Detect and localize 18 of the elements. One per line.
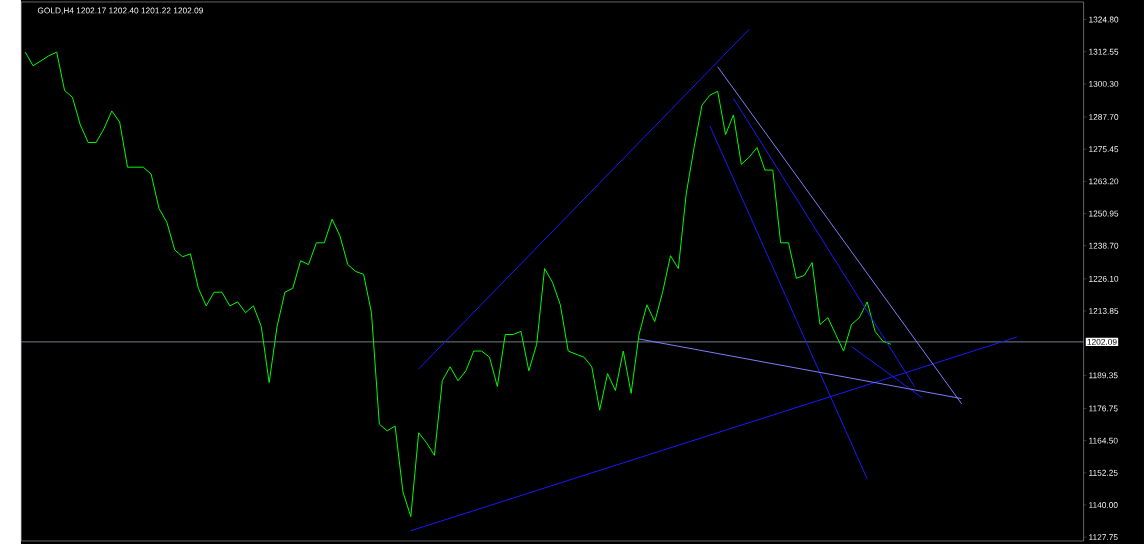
y-tick-label: 1176.75 [1089, 405, 1118, 412]
y-tick-label: 1238.70 [1089, 242, 1119, 249]
y-tick-label: 1164.50 [1089, 437, 1118, 444]
y-tick-label: 1213.85 [1089, 308, 1119, 314]
ref-line-label: 1202.09 [1087, 338, 1117, 345]
y-tick-label: 1226.10 [1089, 275, 1119, 282]
y-tick-label: 1263.20 [1089, 178, 1119, 185]
y-tick-label: 1287.70 [1089, 114, 1119, 120]
y-tick-label: 1152.25 [1089, 469, 1118, 476]
y-tick-label: 1275.45 [1089, 146, 1119, 153]
y-tick-label: 1189.35 [1089, 372, 1118, 379]
y-tick-label: 1312.55 [1089, 48, 1119, 55]
y-tick-label: 1300.30 [1089, 81, 1119, 87]
y-tick-label: 1127.75 [1089, 534, 1118, 541]
y-tick-label: 1324.80 [1089, 16, 1119, 23]
y-tick-label: 1140.00 [1089, 502, 1118, 508]
text: GOLD,H4 1202.17 1202.40 1201.22 1202.09 [37, 7, 203, 15]
y-tick-label: 1250.95 [1089, 210, 1119, 217]
